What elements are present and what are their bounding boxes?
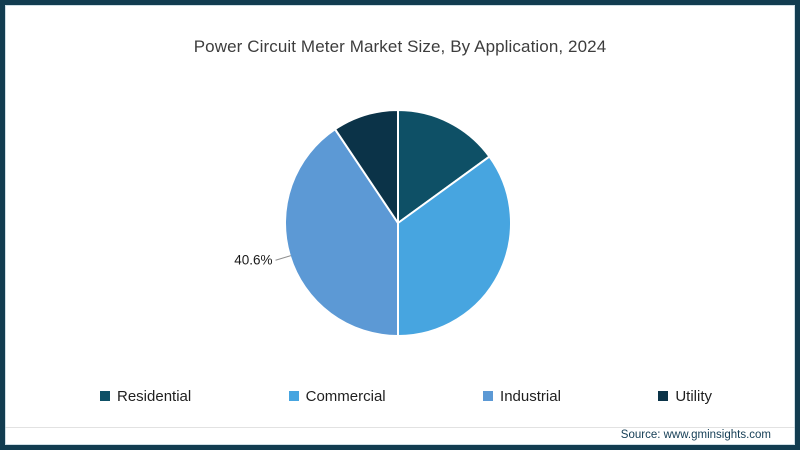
pie-slice-utility <box>334 109 399 224</box>
legend-label-industrial: Industrial <box>500 387 561 405</box>
legend-swatch-utility <box>658 391 669 401</box>
legend-label-residential: Residential <box>117 387 192 405</box>
pie-data-label-industrial: 40.6% <box>234 252 272 267</box>
footer-divider <box>5 427 795 428</box>
legend-label-utility: Utility <box>675 387 712 405</box>
pie-slice-commercial <box>397 155 512 337</box>
legend-item-commercial: Commercial <box>288 387 386 405</box>
legend-swatch-industrial <box>483 391 494 401</box>
legend-swatch-residential <box>100 391 110 401</box>
legend-item-industrial: Industrial <box>483 388 561 405</box>
legend: Residential Commercial Industrial Utilit… <box>100 385 712 407</box>
label-leader-line <box>275 255 291 261</box>
source-credit: Source: www.gminsights.com <box>620 429 771 441</box>
pie-slice-residential <box>397 109 491 224</box>
legend-item-residential: Residential <box>100 388 191 405</box>
chart-title: Power Circuit Meter Market Size, By Appl… <box>193 37 607 56</box>
legend-label-commercial: Commercial <box>305 387 386 405</box>
legend-swatch-commercial <box>288 391 299 401</box>
legend-item-utility: Utility <box>658 388 712 405</box>
